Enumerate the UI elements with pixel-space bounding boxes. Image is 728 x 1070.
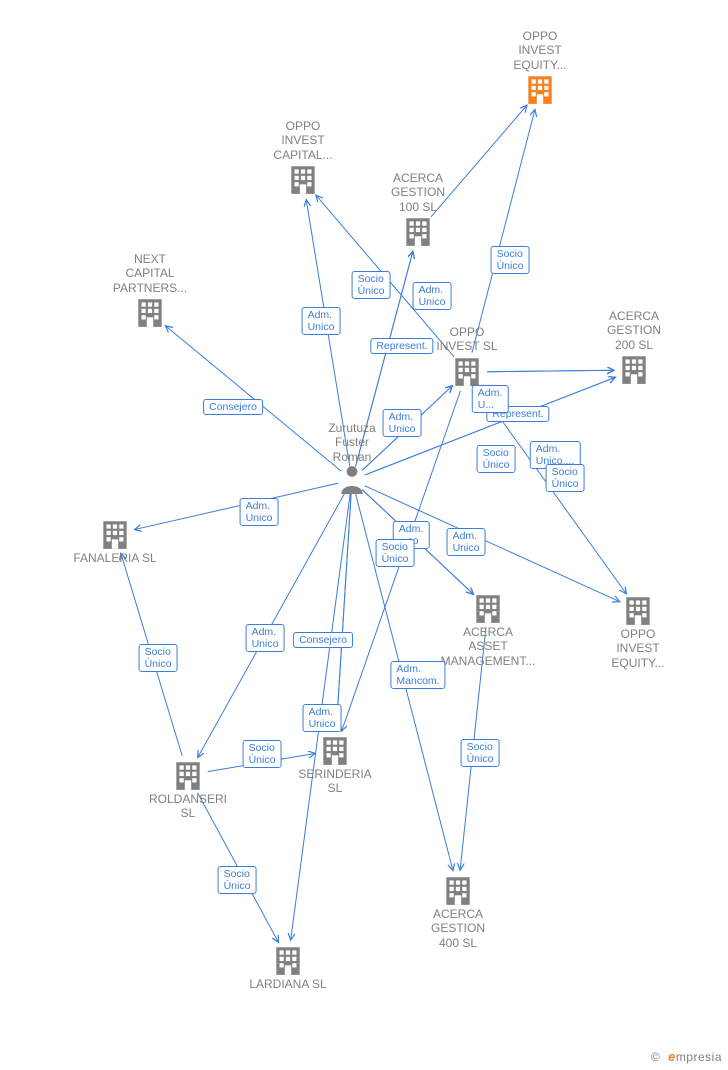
edge-label: Adm.Unico xyxy=(303,704,342,732)
company-label: ACERCAGESTION200 SL xyxy=(574,309,694,352)
company-label: NEXTCAPITALPARTNERS... xyxy=(90,252,210,295)
brand-accent-letter: e xyxy=(668,1049,676,1064)
building-icon xyxy=(128,758,248,792)
edge-label: Adm.Mancom. xyxy=(390,661,445,689)
copyright-symbol: © xyxy=(651,1050,660,1064)
footer-credit: © empresia xyxy=(651,1049,722,1064)
building-icon xyxy=(90,295,210,329)
company-node[interactable]: OPPOINVEST SL xyxy=(407,325,527,388)
company-node[interactable]: LARDIANA SL xyxy=(228,943,348,991)
edge-label: Adm.U... xyxy=(472,385,509,413)
edge-label: Adm.Unico xyxy=(246,624,285,652)
company-node[interactable]: ACERCAGESTION400 SL xyxy=(398,873,518,950)
company-label: LARDIANA SL xyxy=(228,977,348,991)
company-label: OPPOINVESTEQUITY... xyxy=(578,627,698,670)
building-icon xyxy=(55,517,175,551)
company-node[interactable]: ROLDANSERISL xyxy=(128,758,248,821)
edge-label: Adm.Unico xyxy=(302,307,341,335)
company-node[interactable]: FANALERIA SL xyxy=(55,517,175,565)
company-label: OPPOINVESTCAPITAL... xyxy=(243,119,363,162)
building-icon xyxy=(358,214,478,248)
building-icon xyxy=(407,354,527,388)
edge-label: SocioÚnico xyxy=(477,445,516,473)
edge-label: Adm.Unico xyxy=(383,409,422,437)
edge-label: SocioÚnico xyxy=(546,464,585,492)
edge-label: Consejero xyxy=(293,632,353,648)
edge-label: SocioÚnico xyxy=(139,644,178,672)
company-node[interactable]: ACERCAASSETMANAGEMENT... xyxy=(428,591,548,668)
edge-label: SocioÚnico xyxy=(376,539,415,567)
company-node[interactable]: ACERCAGESTION200 SL xyxy=(574,309,694,386)
company-label: ACERCAGESTION100 SL xyxy=(358,171,478,214)
building-icon xyxy=(578,593,698,627)
company-node[interactable]: OPPOINVESTEQUITY... xyxy=(480,29,600,106)
building-icon xyxy=(228,943,348,977)
edge-label: Adm.Unico xyxy=(447,528,486,556)
brand-rest: mpresia xyxy=(676,1050,722,1064)
company-label: SERINDERIASL xyxy=(275,767,395,796)
edge-label: Adm.Unico xyxy=(413,282,452,310)
building-icon xyxy=(275,733,395,767)
building-icon xyxy=(480,72,600,106)
company-node[interactable]: SERINDERIASL xyxy=(275,733,395,796)
edge-label: SocioÚnico xyxy=(461,739,500,767)
edge-label: Consejero xyxy=(203,399,263,415)
edge-label: Represent. xyxy=(370,338,433,354)
company-label: ACERCAGESTION400 SL xyxy=(398,907,518,950)
edge-label: SocioÚnico xyxy=(243,740,282,768)
edge-label: SocioÚnico xyxy=(352,271,391,299)
company-label: ROLDANSERISL xyxy=(128,792,248,821)
company-label: FANALERIA SL xyxy=(55,551,175,565)
edge-label: SocioÚnico xyxy=(218,866,257,894)
building-icon xyxy=(574,352,694,386)
company-label: ACERCAASSETMANAGEMENT... xyxy=(428,625,548,668)
edge-label: Adm.Unico xyxy=(240,498,279,526)
building-icon xyxy=(428,591,548,625)
building-icon xyxy=(243,162,363,196)
building-icon xyxy=(398,873,518,907)
company-node[interactable]: OPPOINVESTEQUITY... xyxy=(578,593,698,670)
graph-edge xyxy=(472,109,535,352)
company-label: OPPOINVESTEQUITY... xyxy=(480,29,600,72)
company-node[interactable]: ACERCAGESTION100 SL xyxy=(358,171,478,248)
graph-edge xyxy=(336,494,351,730)
edge-label: SocioÚnico xyxy=(491,246,530,274)
company-node[interactable]: OPPOINVESTCAPITAL... xyxy=(243,119,363,196)
company-node[interactable]: NEXTCAPITALPARTNERS... xyxy=(90,252,210,329)
person-icon xyxy=(292,464,412,494)
